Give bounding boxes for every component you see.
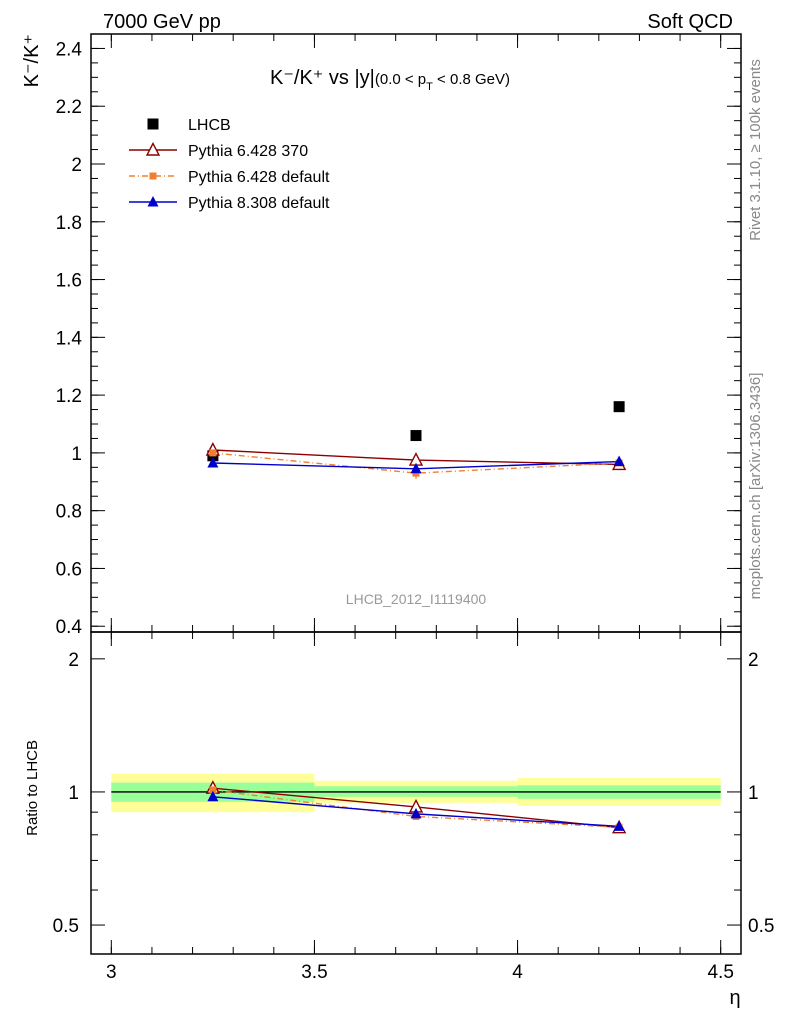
legend: LHCB Pythia 6.428 370 Pythia 6.428 default… bbox=[129, 117, 330, 212]
ratio-point bbox=[410, 807, 422, 819]
main-ytick-label: 0.4 bbox=[56, 617, 83, 638]
legend-marker bbox=[145, 141, 161, 156]
header-energy: 7000 GeV pp bbox=[103, 11, 221, 33]
main-ytick-label: 2.2 bbox=[56, 97, 82, 118]
main-ytick-label: 1 bbox=[71, 444, 82, 465]
main-panel: 0.4 0.6 0.8 1 1.2 1.4 1.6 1.8 2 2.2 2.4 K⁻/K⁺ vs |… bbox=[21, 33, 742, 638]
main-ytick-label: 2 bbox=[71, 155, 82, 176]
ratio-ytick-label-right: 0.5 bbox=[748, 916, 774, 937]
rivet-label: Rivet 3.1.10, ≥ 100k events bbox=[747, 59, 764, 241]
legend-label: LHCB bbox=[188, 117, 231, 134]
title-cut-end: < 0.8 GeV) bbox=[433, 71, 510, 88]
legend-label: Pythia 6.428 default bbox=[188, 169, 330, 186]
main-ytick-label: 0.8 bbox=[56, 502, 82, 523]
ratio-ytick-label: 2 bbox=[68, 650, 79, 671]
ratio-bands bbox=[111, 773, 721, 813]
main-ytick-label: 1.4 bbox=[56, 328, 83, 349]
ratio-ytick-label-right: 1 bbox=[748, 783, 759, 804]
ratio-ylabel: Ratio to LHCB bbox=[24, 740, 41, 836]
data-point bbox=[410, 430, 422, 442]
main-ytick-label: 1.2 bbox=[56, 386, 82, 407]
main-ticks: 0.4 0.6 0.8 1 1.2 1.4 1.6 1.8 2 2.2 2.4 bbox=[56, 34, 741, 638]
main-ylabel: K⁻/K⁺ bbox=[21, 34, 43, 87]
ratio-xlabel: η bbox=[729, 987, 740, 1009]
analysis-id: LHCB_2012_I1119400 bbox=[346, 591, 487, 607]
header-category: Soft QCD bbox=[647, 11, 733, 33]
ratio-point bbox=[207, 790, 219, 802]
legend-marker bbox=[147, 196, 159, 207]
ratio-frame bbox=[90, 631, 742, 955]
ratio-point bbox=[209, 786, 217, 794]
main-ytick-label: 1.8 bbox=[56, 213, 82, 234]
ratio-ticks: 0.5 0.5 1 1 2 2 3 3.5 4 4.5 bbox=[53, 632, 774, 983]
ratio-marks bbox=[205, 780, 627, 834]
main-marks bbox=[205, 401, 627, 479]
title-main: K⁻/K⁺ vs |y| bbox=[270, 67, 375, 89]
legend-marker bbox=[149, 172, 157, 180]
legend-marker bbox=[147, 118, 159, 130]
plot-title: K⁻/K⁺ vs |y|(0.0 < pT < 0.8 GeV) bbox=[270, 67, 510, 93]
ratio-point bbox=[613, 820, 625, 831]
ratio-ytick-label: 0.5 bbox=[53, 916, 79, 937]
main-ytick-label: 0.6 bbox=[56, 559, 82, 580]
ratio-ytick-label: 1 bbox=[68, 783, 79, 804]
legend-label: Pythia 6.428 370 bbox=[188, 143, 308, 160]
ratio-ytick-label-right: 2 bbox=[748, 650, 759, 671]
data-point bbox=[209, 449, 217, 457]
data-point bbox=[613, 401, 625, 413]
legend-label: Pythia 8.308 default bbox=[188, 195, 330, 212]
data-point bbox=[207, 457, 219, 468]
ratio-xtick-label: 3 bbox=[106, 962, 117, 983]
main-ytick-label: 2.4 bbox=[56, 39, 83, 60]
title-cut: (0.0 < p bbox=[375, 71, 426, 88]
source-label: mcplots.cern.ch [arXiv:1306.3436] bbox=[747, 373, 764, 600]
ratio-xtick-label: 4 bbox=[512, 962, 523, 983]
title-cut-sub: T bbox=[426, 81, 433, 93]
data-point bbox=[613, 455, 625, 467]
ratio-xtick-label: 4.5 bbox=[707, 962, 733, 983]
data-point bbox=[410, 462, 422, 474]
ratio-panel: 0.5 0.5 1 1 2 2 3 3.5 4 4.5 Ratio to LHCB η bbox=[24, 631, 774, 1009]
main-ytick-label: 1.6 bbox=[56, 271, 82, 292]
ratio-xtick-label: 3.5 bbox=[301, 962, 327, 983]
